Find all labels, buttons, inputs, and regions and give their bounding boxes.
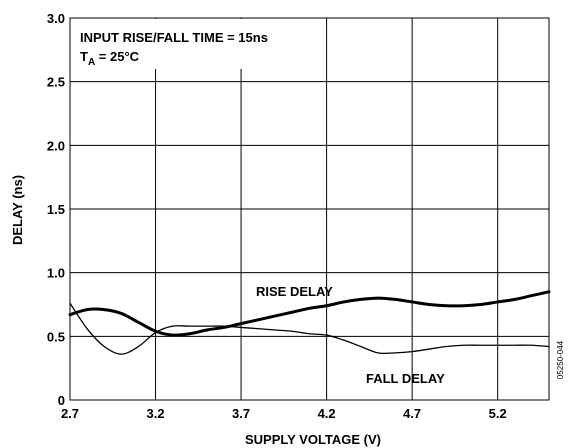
x-tick-label-2: 3.7: [232, 406, 250, 421]
annotation-background: [71, 19, 274, 69]
x-tick-label-3: 4.2: [318, 406, 336, 421]
annotation-subscript-a: A: [88, 57, 95, 68]
figure-id: 05250-044: [556, 340, 565, 379]
y-tick-labels: 0 0.5 1.0 1.5 2.0 2.5 3.0: [47, 11, 65, 408]
y-tick-label-6: 3.0: [47, 11, 65, 26]
fall-delay-series-line: [69, 302, 550, 355]
series-layer: [68, 290, 551, 355]
grid-lines: [69, 17, 549, 401]
plot-frame: [69, 17, 550, 401]
rise-delay-series-line: [68, 290, 551, 337]
y-tick-label-2: 1.0: [47, 266, 65, 281]
x-tick-labels: 2.7 3.2 3.7 4.2 4.7 5.2: [61, 406, 507, 421]
y-tick-label-4: 2.0: [47, 138, 65, 153]
x-tick-label-4: 4.7: [403, 406, 421, 421]
annotation-line-2: TA = 25°C: [80, 49, 140, 68]
y-tick-label-0: 0: [58, 393, 65, 408]
annotation-temp: = 25°C: [95, 49, 139, 64]
x-tick-label-5: 5.2: [489, 406, 507, 421]
fall-delay-label: FALL DELAY: [366, 371, 445, 386]
x-tick-label-1: 3.2: [146, 406, 164, 421]
y-tick-label-1: 0.5: [47, 329, 65, 344]
x-axis-title: SUPPLY VOLTAGE (V): [245, 432, 381, 447]
y-axis-title: DELAY (ns): [10, 175, 25, 245]
x-tick-label-0: 2.7: [61, 406, 79, 421]
y-tick-label-3: 1.5: [47, 202, 65, 217]
rise-delay-label: RISE DELAY: [256, 284, 333, 299]
annotation-t: T: [80, 49, 88, 64]
annotation-line-1: INPUT RISE/FALL TIME = 15ns: [80, 30, 268, 45]
y-tick-label-5: 2.5: [47, 75, 65, 90]
